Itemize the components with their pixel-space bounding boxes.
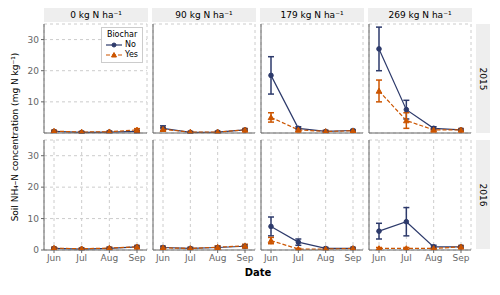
svg-text:Sep: Sep [453,253,470,263]
svg-text:Jun: Jun [155,253,170,263]
html-text:Date: Date [244,267,272,278]
svg-text:Jun: Jun [263,253,278,263]
svg-text:Aug: Aug [317,253,335,263]
svg-text:0: 0 [33,245,39,255]
svg-text:Jul: Jul [292,253,304,263]
html-text:90 kg N ha⁻¹: 90 kg N ha⁻¹ [175,10,233,20]
svg-text:Sep: Sep [237,253,254,263]
html-text:No: No [125,40,136,49]
html-text:Yes: Yes [125,50,138,59]
html-text:2016: 2016 [478,183,488,206]
html-text:2015: 2015 [478,67,488,90]
svg-text:Aug: Aug [101,253,119,263]
svg-text:30: 30 [28,35,40,45]
svg-text:Jul: Jul [75,253,87,263]
html-text:269 kg N ha⁻¹: 269 kg N ha⁻¹ [388,10,452,20]
svg-text:Sep: Sep [129,253,146,263]
svg-text:Jul: Jul [400,253,412,263]
svg-text:Aug: Aug [209,253,227,263]
html-text:Soil NH₄–N concentration (mg N: Soil NH₄–N concentration (mg N kg⁻¹) [10,52,20,221]
svg-text:Aug: Aug [425,253,443,263]
svg-text:Jun: Jun [46,253,61,263]
svg-text:10: 10 [28,97,40,107]
svg-text:Sep: Sep [345,253,362,263]
svg-text:20: 20 [28,66,40,76]
svg-text:10: 10 [28,214,40,224]
html-text:Biochar: Biochar [106,30,138,39]
svg-text:Jun: Jun [371,253,386,263]
html-text:179 kg N ha⁻¹: 179 kg N ha⁻¹ [280,10,344,20]
svg-text:20: 20 [28,182,40,192]
svg-text:30: 30 [28,151,40,161]
svg-text:Jul: Jul [184,253,196,263]
html-text:0 kg N ha⁻¹: 0 kg N ha⁻¹ [70,10,122,20]
